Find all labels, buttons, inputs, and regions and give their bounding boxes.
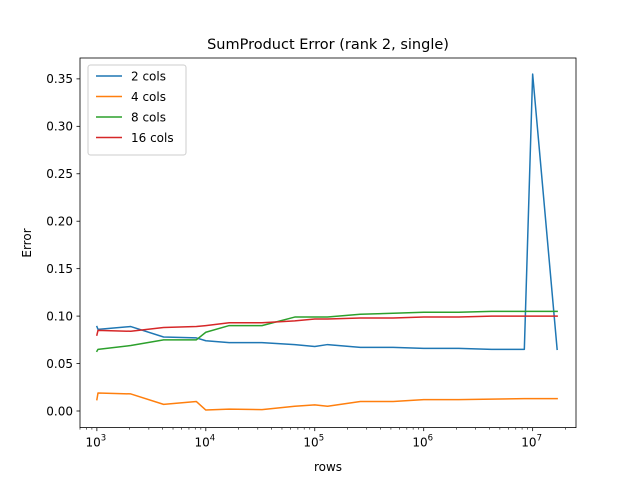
x-tick-label: 103 — [86, 434, 107, 450]
series-line-4 — [95, 315, 558, 336]
series-line-2 — [96, 392, 558, 411]
legend-label: 8 cols — [131, 110, 166, 124]
series-layer — [95, 73, 558, 411]
y-tick-label: 0.10 — [46, 309, 73, 323]
series-line-1 — [95, 73, 558, 351]
x-tick-label: 107 — [521, 434, 542, 450]
legend-label: 2 cols — [131, 69, 166, 83]
y-tick-label: 0.00 — [46, 404, 73, 418]
y-tick-label: 0.05 — [46, 357, 73, 371]
x-tick-label: 104 — [194, 434, 215, 450]
series-line-3 — [95, 310, 558, 353]
legend-label: 4 cols — [131, 90, 166, 104]
legend: 2 cols 4 cols 8 cols 16 cols — [87, 64, 187, 156]
x-tick-label: 106 — [412, 434, 433, 450]
y-tick-label: 0.25 — [46, 167, 73, 181]
y-axis-ticks: 0.00 0.05 0.10 0.15 0.20 0.25 0.30 0.35 — [46, 72, 80, 418]
legend-label: 16 cols — [131, 131, 174, 145]
axes-frame — [79, 57, 577, 429]
x-axis-label: rows — [314, 460, 342, 474]
chart-title: SumProduct Error (rank 2, single) — [207, 37, 449, 53]
y-axis-label: Error — [20, 228, 34, 257]
y-tick-label: 0.35 — [46, 72, 73, 86]
x-axis-ticks: 103 104 105 106 107 — [79, 427, 566, 450]
y-tick-label: 0.30 — [46, 120, 73, 134]
y-tick-label: 0.20 — [46, 215, 73, 229]
x-tick-label: 105 — [303, 434, 324, 450]
legend-box — [87, 64, 187, 156]
y-tick-label: 0.15 — [46, 262, 73, 276]
